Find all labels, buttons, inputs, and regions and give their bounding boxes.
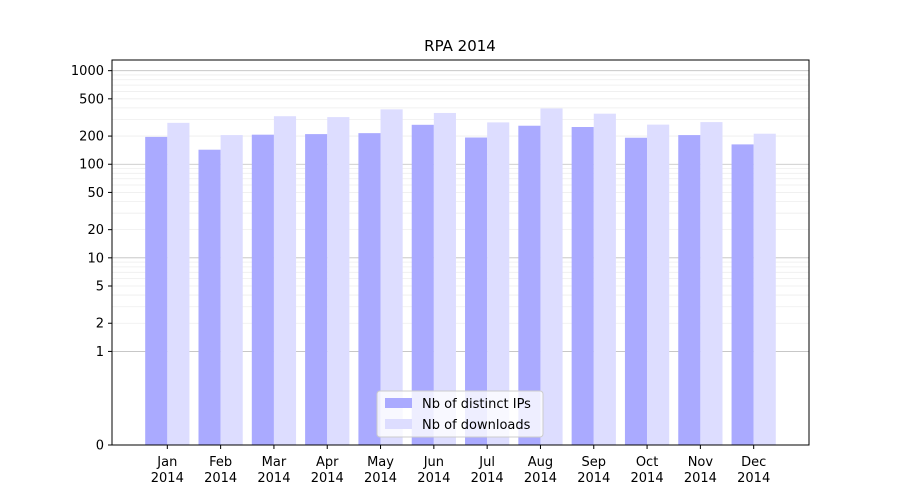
bar-nb-of-downloads xyxy=(433,112,456,445)
legend-box xyxy=(376,390,544,438)
x-tick-label-line: Oct xyxy=(636,455,658,470)
x-tick-label-line: 2014 xyxy=(577,471,610,486)
x-tick-label-line: Feb xyxy=(209,455,232,470)
bar-nb-of-distinct-ips xyxy=(145,136,168,446)
legend: Nb of distinct IPs Nb of downloads xyxy=(376,390,544,438)
y-tick-label: 5 xyxy=(96,280,104,295)
y-tick-label: 500 xyxy=(79,92,104,107)
x-tick-label-line: Mar xyxy=(262,455,287,470)
bar-nb-of-distinct-ips xyxy=(358,133,381,446)
y-tick-label: 2 xyxy=(96,317,104,332)
y-tick-label: 200 xyxy=(79,130,104,145)
x-tick-label-line: 2014 xyxy=(311,471,344,486)
x-tick-label-line: Jun xyxy=(423,455,444,470)
bar-nb-of-distinct-ips xyxy=(731,144,754,445)
legend-swatch xyxy=(385,398,412,408)
bar-nb-of-downloads xyxy=(380,109,403,446)
x-tick-label-line: 2014 xyxy=(684,471,717,486)
x-tick-label: Sep 2014 xyxy=(577,455,610,486)
bar-nb-of-distinct-ips xyxy=(465,137,488,446)
x-tick-label: Apr 2014 xyxy=(311,455,344,486)
bar-nb-of-downloads xyxy=(753,133,776,446)
bar-nb-of-downloads xyxy=(487,122,510,445)
x-tick-label: Jul 2014 xyxy=(471,455,504,486)
x-tick-label-line: 2014 xyxy=(204,471,237,486)
x-tick-label: May 2014 xyxy=(364,455,397,486)
bar-nb-of-distinct-ips xyxy=(305,134,328,446)
x-tick-label-line: 2014 xyxy=(151,471,184,486)
y-tick-label: 50 xyxy=(87,186,104,201)
bar-nb-of-downloads xyxy=(647,124,670,445)
x-tick-label-line: Jan xyxy=(156,455,177,470)
x-tick-label-line: Apr xyxy=(316,455,339,470)
bar-nb-of-downloads xyxy=(327,117,350,445)
x-tick-label-line: Sep xyxy=(582,455,607,470)
bar-nb-of-downloads xyxy=(273,116,297,446)
legend-swatch xyxy=(385,419,412,429)
y-tick-label: 1000 xyxy=(71,64,104,79)
bar-nb-of-distinct-ips xyxy=(251,134,274,445)
bar-nb-of-downloads xyxy=(220,135,243,445)
legend-label: Nb of downloads xyxy=(422,418,531,433)
x-tick-label-line: Nov xyxy=(688,455,714,470)
bar-nb-of-downloads xyxy=(540,108,563,446)
bar-nb-of-distinct-ips xyxy=(518,125,541,445)
x-tick-label-line: 2014 xyxy=(257,471,290,486)
bar-nb-of-downloads xyxy=(593,113,616,445)
x-tick-label-line: 2014 xyxy=(524,471,557,486)
x-tick-label: Oct 2014 xyxy=(631,455,664,486)
plot-frame xyxy=(111,59,810,446)
x-tick-label: Dec 2014 xyxy=(737,455,770,486)
chart-title: RPA 2014 xyxy=(424,37,496,55)
bar-nb-of-distinct-ips xyxy=(678,135,701,445)
x-tick-label-line: 2014 xyxy=(737,471,770,486)
legend-label: Nb of distinct IPs xyxy=(422,397,531,412)
y-tick-label: 1 xyxy=(96,345,104,360)
y-axis: 0 1 2 5 10 20 50 100 200 500 1000 xyxy=(71,64,112,454)
y-tick-label: 100 xyxy=(79,158,104,173)
bar-nb-of-distinct-ips xyxy=(198,149,221,445)
x-tick-label-line: Aug xyxy=(528,455,553,470)
bar-nb-of-downloads xyxy=(700,122,723,446)
x-tick-label: Aug 2014 xyxy=(524,455,557,486)
x-tick-label-line: Jul xyxy=(478,455,495,470)
x-tick-label-line: 2014 xyxy=(631,471,664,486)
x-tick-label-line: May xyxy=(367,455,394,470)
y-tick-label: 20 xyxy=(87,223,104,238)
bar-nb-of-distinct-ips xyxy=(571,127,594,445)
x-tick-label-line: 2014 xyxy=(364,471,397,486)
x-tick-label: Jun 2014 xyxy=(417,455,450,486)
x-tick-label: Mar 2014 xyxy=(257,455,290,486)
bars xyxy=(145,108,776,446)
bar-nb-of-distinct-ips xyxy=(411,124,434,445)
x-tick-label: Jan 2014 xyxy=(151,455,184,486)
x-tick-label: Nov 2014 xyxy=(684,455,717,486)
x-tick-label-line: 2014 xyxy=(417,471,450,486)
x-tick-label-line: 2014 xyxy=(471,471,504,486)
x-tick-label-line: Dec xyxy=(741,455,766,470)
y-tick-label: 10 xyxy=(87,251,104,266)
y-tick-label: 0 xyxy=(96,439,104,454)
bar-nb-of-downloads xyxy=(167,122,190,445)
bar-nb-of-distinct-ips xyxy=(624,137,648,445)
x-tick-label: Feb 2014 xyxy=(204,455,237,486)
